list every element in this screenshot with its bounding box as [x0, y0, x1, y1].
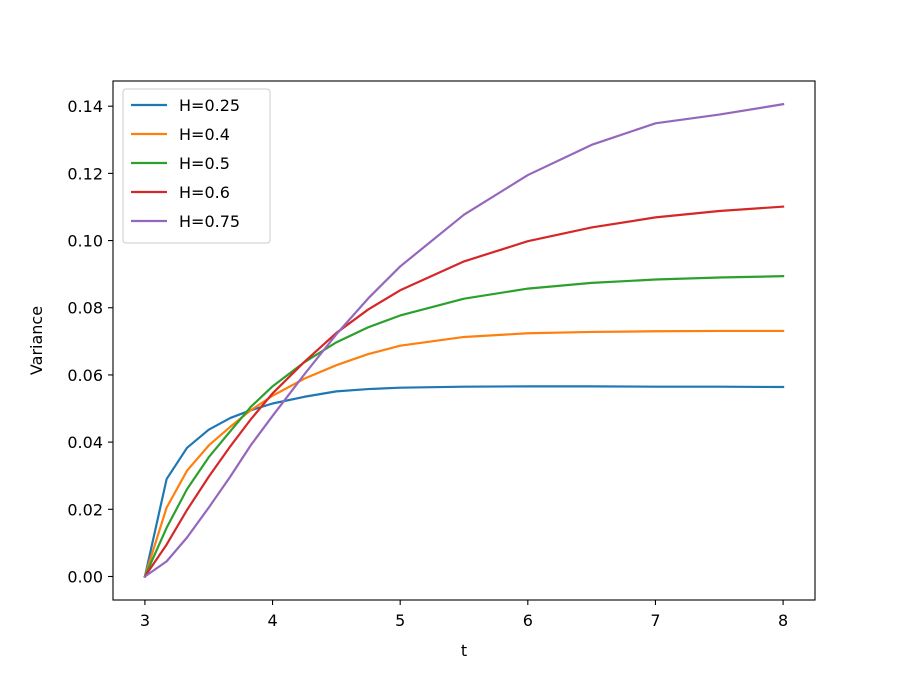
y-axis-label: Variance [27, 306, 46, 375]
legend-label: H=0.5 [179, 154, 230, 173]
series-line-5 [143, 102, 785, 579]
x-tick-label: 5 [395, 611, 405, 630]
x-tick-label: 3 [140, 611, 150, 630]
x-axis-label: t [461, 641, 467, 660]
series-line-2 [143, 329, 785, 578]
y-tick-label: 0.14 [67, 97, 103, 116]
axes-frame [112, 80, 816, 601]
x-tick-label: 4 [267, 611, 277, 630]
y-tick-label: 0.12 [67, 164, 103, 183]
legend-label: H=0.6 [179, 183, 230, 202]
legend-label: H=0.75 [179, 212, 240, 231]
x-tick-label: 8 [778, 611, 788, 630]
y-tick-label: 0.06 [67, 366, 103, 385]
legend [122, 88, 271, 244]
legend-label: H=0.25 [179, 96, 240, 115]
x-tick-label: 7 [650, 611, 660, 630]
y-tick-label: 0.10 [67, 232, 103, 251]
y-tick-label: 0.00 [67, 567, 103, 586]
y-tick-label: 0.08 [67, 299, 103, 318]
x-tick-label: 6 [523, 611, 533, 630]
y-tick-label: 0.04 [67, 433, 103, 452]
legend-label: H=0.4 [179, 125, 230, 144]
series-line-1 [143, 385, 785, 578]
series-line-3 [143, 275, 785, 578]
y-tick-label: 0.02 [67, 500, 103, 519]
